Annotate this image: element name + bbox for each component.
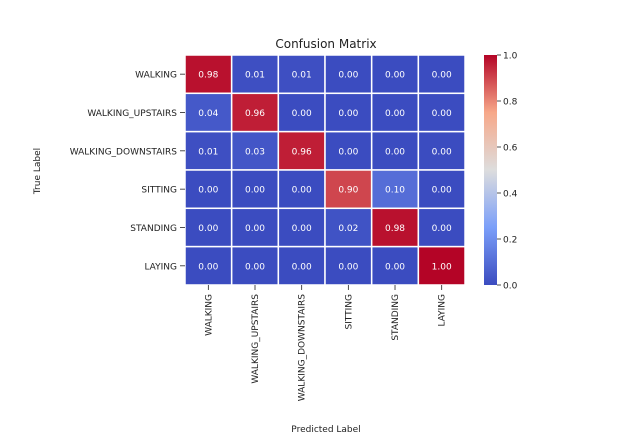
heatmap-cell (230, 169, 280, 210)
heatmap-cell (417, 169, 466, 210)
heatmap-cell (417, 54, 466, 95)
row-tick-labels: WALKING WALKING_UPSTAIRS WALKING_DOWNSTAIR… (70, 71, 185, 272)
cell-value-label: 0.00 (292, 186, 312, 196)
row-tick-label: WALKING_UPSTAIRS (87, 109, 177, 119)
heatmap-cell (417, 207, 466, 248)
heatmap-cell (370, 245, 420, 286)
heatmap-cell (277, 207, 326, 248)
colorbar-ticks: 0.0 0.2 0.4 0.6 0.8 1.0 (497, 52, 518, 292)
chart-title: Confusion Matrix (275, 37, 376, 51)
row-tick-label: STANDING (130, 224, 177, 234)
cell-value-label: 1.00 (432, 262, 452, 272)
cell-value-label: 0.01 (292, 71, 312, 81)
heatmap-cell (370, 207, 420, 248)
cell-value-label: 0.00 (432, 71, 452, 81)
heatmap-cell (277, 169, 326, 210)
cell-value-label: 0.00 (385, 147, 405, 157)
colorbar-tick-label: 0.6 (503, 144, 518, 154)
cell-value-label: 0.00 (245, 262, 265, 272)
colorbar-tick-label: 0.2 (503, 236, 517, 246)
cell-value-label: 0.00 (432, 147, 452, 157)
x-axis-label: Predicted Label (291, 425, 360, 435)
colorbar (484, 55, 497, 285)
colorbar-tick-label: 1.0 (503, 52, 518, 62)
cell-value-label: 0.00 (385, 71, 405, 81)
cell-value-label: 0.00 (432, 224, 452, 234)
cell-value-label: 0.00 (432, 186, 452, 196)
cell-value-label: 0.00 (292, 262, 312, 272)
row-tick-label: WALKING_DOWNSTAIRS (70, 147, 178, 157)
heatmap-cell (324, 92, 373, 133)
heatmap-cell (370, 169, 420, 210)
heatmap-cell (370, 130, 420, 171)
cell-value-label: 0.00 (338, 262, 358, 272)
cell-value-label: 0.00 (292, 224, 312, 234)
heatmap-cell (324, 245, 373, 286)
cell-value-label: 0.00 (338, 109, 358, 119)
col-tick-label: STANDING (391, 294, 401, 341)
cell-value-label: 0.00 (198, 186, 218, 196)
cell-value-label: 0.98 (198, 71, 218, 81)
heatmap-cell (184, 245, 233, 286)
cell-value-label: 0.90 (338, 186, 358, 196)
heatmap-cell (324, 130, 373, 171)
row-tick-label: SITTING (141, 186, 177, 196)
heatmap-cell (230, 92, 280, 133)
heatmap-cell (184, 169, 233, 210)
cell-value-label: 0.00 (198, 262, 218, 272)
col-tick-label: WALKING (204, 294, 214, 336)
col-tick-label: WALKING_DOWNSTAIRS (298, 294, 308, 402)
cell-value-label: 0.00 (245, 186, 265, 196)
cell-value-labels: 0.98 0.01 0.01 0.00 0.00 0.00 0.04 0.96 0.00 0.00… (198, 71, 452, 273)
heatmap-cells (184, 54, 466, 286)
cell-value-label: 0.01 (245, 71, 265, 81)
cell-value-label: 0.96 (292, 147, 312, 157)
cell-value-label: 0.00 (338, 147, 358, 157)
cell-value-label: 0.00 (245, 224, 265, 234)
col-tick-label: SITTING (344, 294, 354, 330)
row-tick-label: WALKING (135, 71, 177, 81)
colorbar-tick-label: 0.4 (503, 190, 518, 200)
colorbar-tick-label: 0.8 (503, 98, 518, 108)
cell-value-label: 0.96 (245, 109, 265, 119)
cell-value-label: 0.00 (385, 262, 405, 272)
heatmap-cell (417, 245, 466, 286)
cell-value-label: 0.04 (198, 109, 218, 119)
cell-value-label: 0.98 (385, 224, 405, 234)
cell-value-label: 0.03 (245, 147, 265, 157)
cell-value-label: 0.01 (198, 147, 218, 157)
cell-value-label: 0.00 (198, 224, 218, 234)
heatmap-cell (417, 130, 466, 171)
colorbar-tick-label: 0.0 (503, 282, 518, 292)
cell-value-label: 0.02 (338, 224, 358, 234)
cell-value-label: 0.00 (292, 109, 312, 119)
col-tick-label: LAYING (438, 294, 448, 327)
heatmap-cell (230, 130, 280, 171)
col-tick-labels: WALKING WALKING_UPSTAIRS WALKING_DOWNSTAIR… (204, 284, 448, 402)
heatmap-cell (324, 169, 373, 210)
cell-value-label: 0.00 (338, 71, 358, 81)
row-tick-label: LAYING (144, 262, 177, 272)
cell-value-label: 0.00 (385, 109, 405, 119)
col-tick-label: WALKING_UPSTAIRS (251, 294, 261, 384)
y-axis-label: True Label (33, 148, 43, 195)
cell-value-label: 0.00 (432, 109, 452, 119)
heatmap-cell (417, 92, 466, 133)
cell-value-label: 0.10 (385, 186, 405, 196)
